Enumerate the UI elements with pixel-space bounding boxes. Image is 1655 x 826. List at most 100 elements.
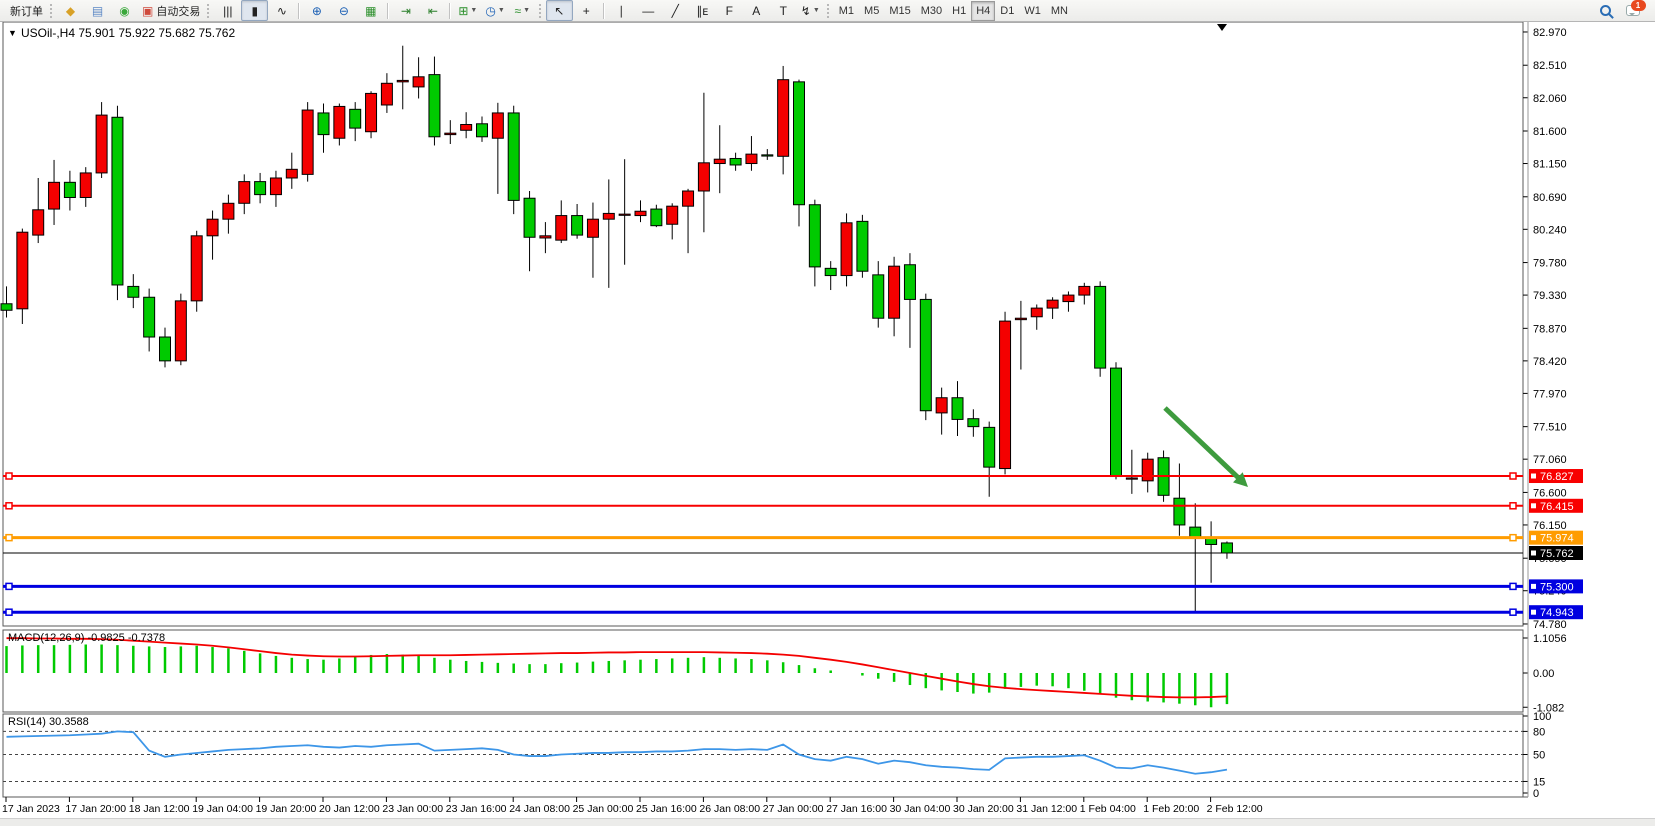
- candle-down: [856, 220, 869, 272]
- macd-tick-label: 1.1056: [1533, 633, 1567, 645]
- toolbar-grip: [826, 3, 831, 18]
- vertical-line-icon: ∣: [618, 3, 625, 18]
- main-pane-border: [2, 21, 1524, 627]
- line-handle[interactable]: [5, 472, 13, 480]
- candle-up: [79, 172, 92, 199]
- horizontal-line-icon-button[interactable]: —: [635, 0, 662, 21]
- timeframe-m30-button[interactable]: M30: [920, 4, 943, 17]
- chart-canvas[interactable]: ▼ USOil-,H4 75.901 75.922 75.682 75.762 MA…: [0, 21, 1655, 818]
- timeframe-d1-button[interactable]: D1: [1000, 4, 1015, 17]
- rsi-pane[interactable]: RSI(14) 30.3588: [2, 713, 1524, 798]
- chart-window[interactable]: ▼ USOil-,H4 75.901 75.922 75.682 75.762 MA…: [0, 21, 1655, 818]
- dropdown-arrow-icon[interactable]: ▼: [470, 7, 478, 14]
- new-order-button[interactable]: 新订单: [3, 0, 47, 21]
- new-chart-icon-button[interactable]: ⊞ ▼: [454, 0, 481, 21]
- dropdown-arrow-icon[interactable]: ▼: [523, 7, 531, 14]
- toolbar-button-label: 自动交易: [156, 5, 201, 18]
- indicators-icon-button[interactable]: ≈ ▼: [509, 0, 536, 21]
- timeframe-m15-button[interactable]: M15: [889, 4, 911, 17]
- crosshair-icon-button[interactable]: +: [573, 0, 600, 21]
- candle-down: [729, 157, 742, 166]
- line-handle[interactable]: [1509, 608, 1517, 616]
- timeframe-m5-button[interactable]: M5: [864, 4, 880, 17]
- line-handle[interactable]: [1509, 472, 1517, 480]
- candlestick-series: [0, 45, 1233, 613]
- candle-up: [713, 158, 726, 165]
- candle-up: [95, 114, 108, 174]
- line-handle[interactable]: [1509, 533, 1517, 542]
- auto-scroll-icon-button[interactable]: ⇤: [419, 0, 446, 21]
- candle-up: [999, 320, 1012, 470]
- chart-shift-icon: ⇥: [400, 3, 411, 18]
- timeframe-w1-button[interactable]: W1: [1024, 4, 1041, 17]
- macd-pane-border: [2, 629, 1524, 713]
- zoom-in-icon-button[interactable]: ⊕: [303, 0, 330, 21]
- bar-shift-marker-icon[interactable]: [1217, 24, 1227, 31]
- candle-down: [761, 154, 774, 157]
- macd-signal-line: [6, 637, 1227, 699]
- auto-trading-button[interactable]: ▣ 自动交易: [138, 0, 204, 21]
- candle-down: [824, 267, 837, 277]
- main-price-pane[interactable]: ▼ USOil-,H4 75.901 75.922 75.682 75.762: [0, 21, 1524, 627]
- line-price-tag: 76.827: [1529, 469, 1583, 484]
- market-watch-icon-button[interactable]: ◆: [57, 0, 84, 21]
- vertical-line-icon-button[interactable]: ∣: [608, 0, 635, 21]
- toolbar-separator: [387, 2, 390, 19]
- search-icon-button[interactable]: [1592, 0, 1619, 21]
- candle-up: [380, 82, 393, 106]
- toolbar-grip: [538, 3, 543, 18]
- text-label-icon-button[interactable]: T: [770, 0, 797, 21]
- line-handle[interactable]: [5, 608, 13, 616]
- trendline-icon-button[interactable]: ╱: [662, 0, 689, 21]
- tile-windows-icon-button[interactable]: ▦: [357, 0, 384, 21]
- notification-badge: 1: [1630, 0, 1646, 11]
- chart-shift-icon-button[interactable]: ⇥: [392, 0, 419, 21]
- dropdown-arrow-icon[interactable]: ▼: [812, 7, 820, 14]
- price-tick-label: 79.330: [1533, 290, 1567, 302]
- channel-icon-button[interactable]: ∥ᴇ: [689, 0, 716, 21]
- timeframe-mn-button[interactable]: MN: [1050, 4, 1068, 17]
- bar-chart-icon-button[interactable]: |||: [214, 0, 241, 21]
- signal-icon-button[interactable]: ◉: [111, 0, 138, 21]
- trend-arrow[interactable]: [1163, 406, 1248, 487]
- candle-up: [634, 210, 647, 217]
- text-icon-button[interactable]: A: [743, 0, 770, 21]
- candle-down: [903, 264, 916, 300]
- line-handle[interactable]: [1509, 582, 1517, 591]
- dropdown-arrow-icon[interactable]: ▼: [497, 7, 505, 14]
- horizontal-line[interactable]: [3, 502, 1523, 510]
- notifications-icon-button[interactable]: 1: [1619, 0, 1646, 21]
- horizontal-line[interactable]: [3, 608, 1523, 616]
- symbol-dropdown-icon[interactable]: ▼: [8, 28, 17, 38]
- timeframe-h1-button[interactable]: H1: [952, 4, 967, 17]
- price-axis[interactable]: 82.970 82.510 82.060 81.600 81.150 80.690 80.2…: [1523, 27, 1583, 800]
- time-axis[interactable]: 17 Jan 2023 17 Jan 20:00 18 Jan 12:00 19 Ja…: [2, 796, 1528, 815]
- data-window-icon-button[interactable]: ▤: [84, 0, 111, 21]
- fibonacci-icon-button[interactable]: F: [716, 0, 743, 21]
- horizontal-line[interactable]: [3, 582, 1523, 591]
- candle-down: [808, 204, 821, 268]
- line-handle[interactable]: [5, 502, 13, 510]
- svg-text:75.762: 75.762: [1540, 548, 1574, 560]
- line-handle[interactable]: [5, 582, 13, 591]
- candle-up: [618, 213, 631, 216]
- line-handle[interactable]: [5, 533, 13, 542]
- arrows-tool-icon-button[interactable]: ↯ ▼: [797, 0, 824, 21]
- horizontal-line[interactable]: [3, 472, 1523, 480]
- timeframe-m1-button[interactable]: M1: [838, 4, 855, 17]
- horizontal-line[interactable]: [3, 533, 1523, 542]
- macd-pane[interactable]: MACD(12,26,9) -0.9825 -0.7378: [2, 629, 1524, 713]
- zoom-out-icon-button[interactable]: ⊖: [330, 0, 357, 21]
- line-chart-icon-button[interactable]: ∿: [268, 0, 295, 21]
- auto-scroll-icon: ⇤: [427, 3, 438, 18]
- candle-up: [1046, 299, 1059, 309]
- cursor-icon-button[interactable]: ↖: [545, 0, 573, 21]
- timeframe-h4-button[interactable]: H4: [971, 0, 996, 21]
- trendline-icon: ╱: [671, 3, 679, 18]
- line-handle[interactable]: [1509, 502, 1517, 510]
- periods-icon-button[interactable]: ◷ ▼: [481, 0, 508, 21]
- periods-icon: ◷: [485, 3, 496, 18]
- candle-up: [682, 190, 695, 207]
- price-tick-label: 78.870: [1533, 323, 1567, 335]
- candlestick-chart-icon-button[interactable]: ▮: [241, 0, 269, 21]
